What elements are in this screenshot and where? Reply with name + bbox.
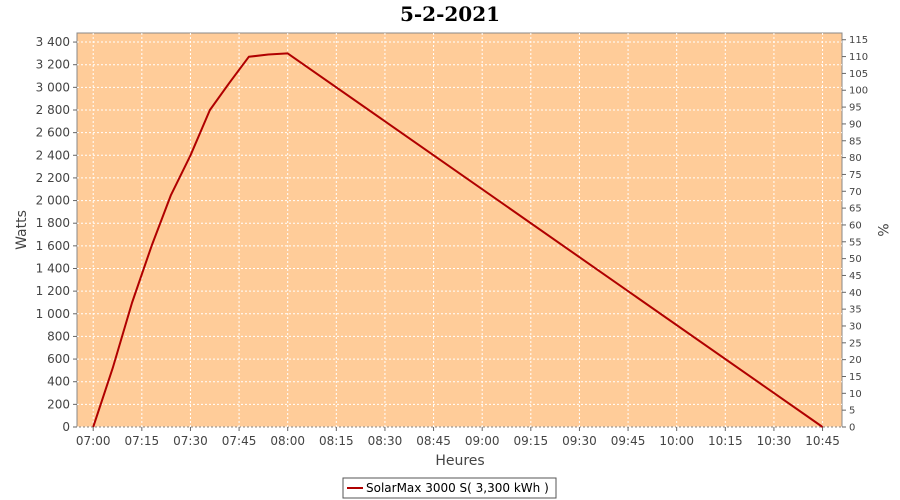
y2-tick-label: 15 bbox=[849, 372, 862, 383]
y2-tick-label: 30 bbox=[849, 321, 862, 332]
y-tick-label: 1 000 bbox=[36, 307, 70, 321]
y2-tick-label: 65 bbox=[849, 204, 862, 215]
y-axis-left: 0 200 400 600 800 1 000 1 200 1 400 1 600 1 800 2 … bbox=[36, 35, 77, 434]
y-tick-label: 600 bbox=[47, 352, 70, 366]
x-tick-label: 09:15 bbox=[514, 434, 549, 448]
series-line bbox=[92, 52, 824, 428]
legend: SolarMax 3000 S( 3,300 kWh ) bbox=[342, 477, 557, 499]
y-tick-label: 3 400 bbox=[36, 35, 70, 49]
x-tick-label: 07:45 bbox=[222, 434, 257, 448]
x-tick-label: 08:30 bbox=[368, 434, 403, 448]
y-tick-label: 1 400 bbox=[36, 261, 70, 275]
x-tick-label: 08:15 bbox=[319, 434, 354, 448]
y2-tick-label: 95 bbox=[849, 103, 862, 114]
y2-tick-label: 25 bbox=[849, 338, 862, 349]
y-tick-label: 2 000 bbox=[36, 194, 70, 208]
x-tick-label: 10:45 bbox=[805, 434, 840, 448]
y2-tick-label: 75 bbox=[849, 170, 862, 181]
y2-tick-label: 60 bbox=[849, 220, 862, 231]
x-axis-label: Heures bbox=[435, 453, 484, 469]
chart-title: 5-2-2021 bbox=[400, 2, 500, 26]
y2-tick-label: 20 bbox=[849, 355, 862, 366]
x-tick-label: 10:00 bbox=[659, 434, 694, 448]
x-tick-label: 09:00 bbox=[465, 434, 500, 448]
y2-tick-label: 10 bbox=[849, 389, 862, 400]
y-tick-label: 2 600 bbox=[36, 126, 70, 140]
y-tick-label: 2 800 bbox=[36, 103, 70, 117]
y-tick-label: 1 800 bbox=[36, 216, 70, 230]
y-tick-label: 1 600 bbox=[36, 239, 70, 253]
y-tick-label: 400 bbox=[47, 375, 70, 389]
y2-tick-label: 0 bbox=[849, 423, 855, 434]
y2-tick-label: 70 bbox=[849, 187, 862, 198]
y-tick-label: 2 200 bbox=[36, 171, 70, 185]
legend-entry: SolarMax 3000 S( 3,300 kWh ) bbox=[366, 481, 549, 495]
y2-tick-label: 110 bbox=[849, 52, 868, 63]
x-tick-label: 07:30 bbox=[173, 434, 208, 448]
y-tick-label: 3 000 bbox=[36, 80, 70, 94]
x-tick-label: 09:30 bbox=[562, 434, 597, 448]
y2-tick-label: 90 bbox=[849, 119, 862, 130]
y2-tick-label: 45 bbox=[849, 271, 862, 282]
y-tick-label: 3 200 bbox=[36, 58, 70, 72]
y2-tick-label: 115 bbox=[849, 35, 868, 46]
x-tick-label: 10:30 bbox=[757, 434, 792, 448]
x-tick-label: 08:00 bbox=[270, 434, 305, 448]
gridlines bbox=[77, 33, 842, 428]
x-tick-label: 07:00 bbox=[76, 434, 111, 448]
y2-tick-label: 5 bbox=[849, 406, 855, 417]
y-axis-label: Watts bbox=[14, 210, 30, 250]
x-axis: 07:00 07:15 07:30 07:45 08:00 08:15 08:30 08:45… bbox=[76, 427, 840, 448]
y2-tick-label: 35 bbox=[849, 305, 862, 316]
y2-tick-label: 105 bbox=[849, 69, 868, 80]
y2-tick-label: 85 bbox=[849, 136, 862, 147]
y-tick-label: 0 bbox=[62, 420, 70, 434]
y2-axis-label: % bbox=[874, 223, 890, 236]
series-group bbox=[92, 52, 824, 428]
x-tick-label: 08:45 bbox=[416, 434, 451, 448]
y-tick-label: 2 400 bbox=[36, 148, 70, 162]
y-axis-right: 0 5 10 15 20 25 30 35 40 45 50 55 60 65 70 75 80 85 90 95 10… bbox=[842, 35, 868, 434]
plot-area bbox=[76, 32, 843, 428]
x-tick-label: 07:15 bbox=[125, 434, 160, 448]
y2-tick-label: 50 bbox=[849, 254, 862, 265]
x-tick-label: 09:45 bbox=[611, 434, 646, 448]
y-tick-label: 800 bbox=[47, 329, 70, 343]
legend-box bbox=[342, 477, 557, 499]
x-tick-label: 10:15 bbox=[708, 434, 743, 448]
y2-tick-label: 40 bbox=[849, 288, 862, 299]
y2-tick-label: 80 bbox=[849, 153, 862, 164]
y2-tick-label: 100 bbox=[849, 86, 868, 97]
y-tick-label: 1 200 bbox=[36, 284, 70, 298]
y2-tick-label: 55 bbox=[849, 237, 862, 248]
y-tick-label: 200 bbox=[47, 397, 70, 411]
